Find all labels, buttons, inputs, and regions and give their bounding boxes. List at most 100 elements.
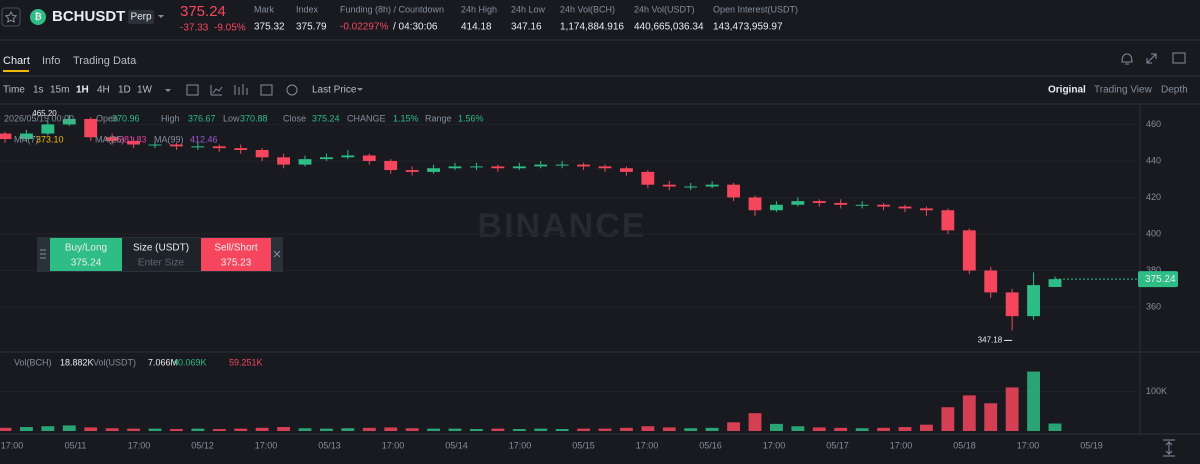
tab[interactable]: Chart — [3, 55, 30, 67]
dropdown-icon[interactable] — [158, 15, 164, 18]
candle-body — [898, 206, 912, 209]
candle-body — [84, 118, 98, 138]
interval-dropdown[interactable] — [165, 89, 171, 92]
settings-icon[interactable] — [286, 84, 298, 96]
favorite-button[interactable] — [1, 7, 21, 27]
volume-bar — [770, 423, 783, 431]
stat-value: 440,665,036.34 — [634, 22, 704, 33]
volume-bar — [684, 428, 698, 431]
y-tick-label: 400 — [1146, 228, 1161, 238]
fullscreen-icon[interactable] — [1146, 53, 1157, 64]
stat-value: 347.16 — [511, 22, 542, 33]
candle-body — [620, 168, 633, 172]
drag-handle[interactable] — [40, 249, 46, 259]
interval-option[interactable]: 1W — [137, 85, 153, 96]
calendar-icon[interactable] — [186, 84, 199, 96]
volume-bar — [277, 427, 290, 431]
candle-body — [127, 140, 140, 145]
volume-bar — [1005, 387, 1019, 431]
candle-body — [62, 118, 76, 125]
stat-value: 414.18 — [461, 22, 492, 33]
candle-body — [1027, 285, 1040, 317]
tab[interactable]: Info — [42, 55, 60, 67]
size-placeholder: Enter Size — [138, 258, 185, 269]
stat-label: Funding (8h) / Countdown — [340, 4, 444, 14]
candle-body — [941, 210, 955, 231]
volume-legend-item: 7.066M — [148, 357, 178, 367]
price-type-dropdown[interactable] — [357, 88, 363, 91]
stat-label: Mark — [254, 4, 274, 14]
x-tick-label: 17:00 — [509, 440, 532, 450]
candle-body — [1048, 279, 1062, 287]
candle-body — [984, 270, 998, 293]
window-icon[interactable] — [1172, 52, 1186, 64]
ohlc-value: 375.24 — [312, 113, 340, 123]
interval-option[interactable]: 4H — [97, 85, 110, 96]
candle-body — [555, 164, 569, 166]
price-tag: 375.24 — [1145, 274, 1176, 285]
volume-bar — [170, 429, 183, 431]
interval-option[interactable]: 15m — [50, 85, 69, 96]
tab[interactable]: Trading Data — [73, 55, 137, 67]
view-option[interactable]: Original — [1048, 85, 1086, 96]
volume-bar — [662, 427, 676, 431]
candle-body — [277, 157, 290, 165]
tool-icons — [186, 84, 298, 96]
sell-button[interactable] — [201, 238, 271, 271]
close-icon[interactable] — [273, 250, 281, 258]
volume-bar — [1027, 371, 1040, 431]
candle-body — [1005, 292, 1019, 317]
x-tick-label: 17:00 — [1, 440, 24, 450]
volume-bar — [491, 428, 505, 431]
volume-bar — [555, 429, 569, 431]
volume-bar — [105, 428, 119, 431]
y-tick-label: 440 — [1146, 155, 1161, 165]
volume-bar — [212, 429, 226, 431]
stat-label: Open Interest(USDT) — [713, 4, 798, 14]
view-option[interactable]: Depth — [1161, 85, 1188, 96]
candle-body — [234, 148, 248, 150]
candle-body — [641, 171, 655, 185]
y-tick-label: 360 — [1146, 301, 1161, 311]
vol-tick-label: 100K — [1146, 386, 1167, 396]
interval-option[interactable]: 1s — [33, 85, 44, 96]
interval-option[interactable]: 1D — [118, 85, 131, 96]
buy-label: Buy/Long — [65, 243, 107, 254]
volume-bar — [0, 427, 12, 431]
candle-body — [320, 157, 333, 160]
volume-bar — [234, 428, 248, 431]
candle-body — [855, 204, 869, 206]
volume-legend-item: 18.882K — [60, 357, 94, 367]
volume-bar — [427, 428, 440, 431]
x-tick-label: 17:00 — [636, 440, 659, 450]
stat-label: 24h Low — [511, 4, 546, 14]
ohlc-label: Range — [425, 113, 452, 123]
alert-icon[interactable] — [1121, 53, 1133, 65]
min-price-label: 347.18 — [978, 336, 1003, 345]
layout-icon[interactable] — [260, 84, 273, 96]
ohlc-value: 370.88 — [240, 113, 268, 123]
volume-bar — [1048, 423, 1062, 431]
x-tick-label: 05/17 — [826, 440, 849, 450]
price-type[interactable]: Last Price — [312, 85, 357, 96]
interval-option[interactable]: 1H — [76, 85, 89, 96]
size-input[interactable] — [122, 238, 201, 271]
volume-bar — [512, 429, 526, 431]
ma-label: MA(99) — [154, 134, 184, 144]
volume-bar — [598, 428, 612, 431]
max-price-label: 465.20 — [32, 109, 57, 118]
view-option[interactable]: Trading View — [1094, 85, 1153, 96]
candle-body — [470, 166, 483, 168]
symbol[interactable]: BCHUSDT — [52, 8, 125, 25]
candle-body — [662, 184, 676, 187]
badge: Perp — [130, 12, 152, 23]
stat-label: 24h High — [461, 4, 497, 14]
axis-scale-icon[interactable] — [1163, 439, 1175, 457]
buy-button[interactable] — [50, 238, 122, 271]
candle-body — [577, 164, 590, 167]
candle-body — [362, 155, 376, 161]
volume-bar — [748, 413, 762, 431]
chart-type-icon[interactable] — [234, 84, 248, 95]
indicator-icon[interactable] — [210, 85, 223, 96]
